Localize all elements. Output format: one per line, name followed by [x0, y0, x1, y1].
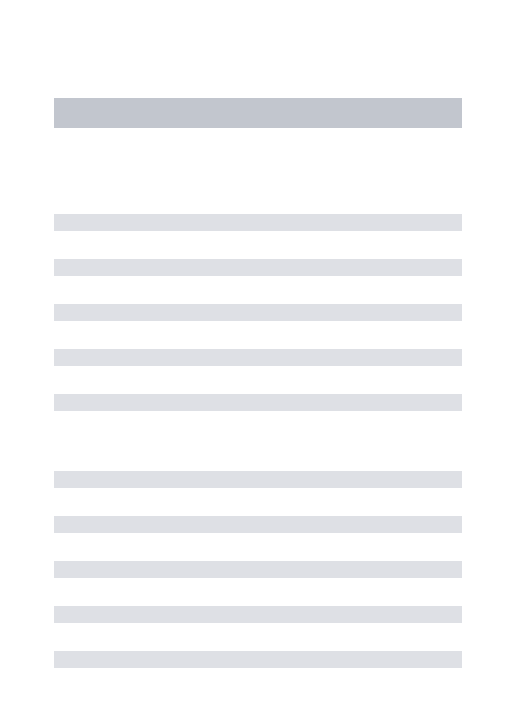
skeleton-line [54, 561, 462, 578]
skeleton-line [54, 516, 462, 533]
skeleton-title [54, 98, 462, 128]
skeleton-page [0, 0, 516, 668]
skeleton-section-gap [54, 439, 462, 471]
skeleton-line [54, 606, 462, 623]
skeleton-line [54, 471, 462, 488]
skeleton-line [54, 651, 462, 668]
skeleton-line [54, 394, 462, 411]
skeleton-line [54, 349, 462, 366]
skeleton-line [54, 214, 462, 231]
skeleton-line [54, 304, 462, 321]
skeleton-line [54, 259, 462, 276]
